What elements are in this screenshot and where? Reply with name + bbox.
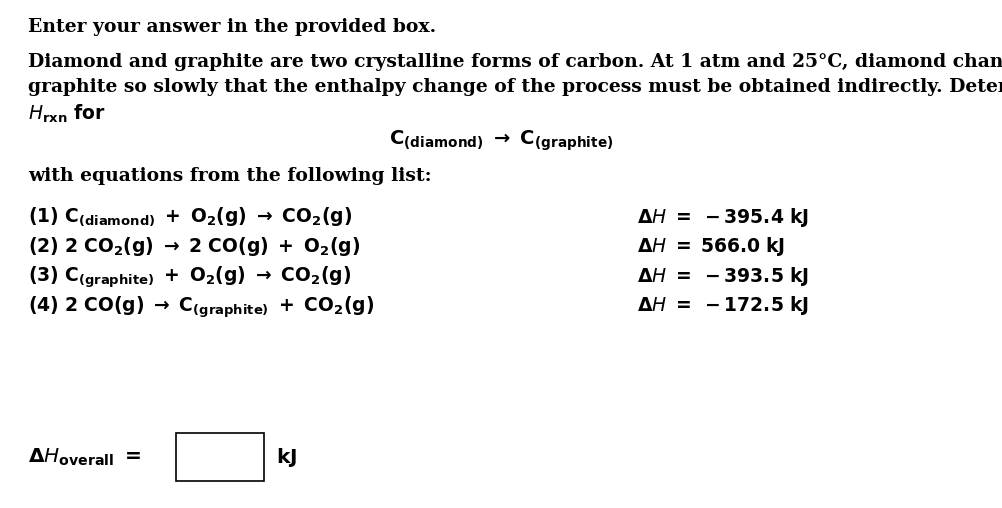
Text: $\mathbf{\Delta\mathit{H}_{overall}\ =}$: $\mathbf{\Delta\mathit{H}_{overall}\ =}$ <box>28 447 141 468</box>
Text: $\mathbf{\Delta\mathit{H}\ =\ 566.0\ kJ}$: $\mathbf{\Delta\mathit{H}\ =\ 566.0\ kJ}… <box>636 235 785 258</box>
Text: $\mathbf{(3)\ C_{(graphite)}\ +\ O_2(g)\ \rightarrow\ CO_2(g)}$: $\mathbf{(3)\ C_{(graphite)}\ +\ O_2(g)\… <box>28 265 351 290</box>
Text: $\mathbf{(1)\ C_{(diamond)}\ +\ O_2(g)\ \rightarrow\ CO_2(g)}$: $\mathbf{(1)\ C_{(diamond)}\ +\ O_2(g)\ … <box>28 206 352 228</box>
Text: $\mathbf{\mathit{H}}_{\mathbf{rxn}}\ \mathbf{for}$: $\mathbf{\mathit{H}}_{\mathbf{rxn}}\ \ma… <box>28 103 105 125</box>
Text: $\mathbf{kJ}$: $\mathbf{kJ}$ <box>276 446 297 469</box>
Text: with equations from the following list:: with equations from the following list: <box>28 167 431 184</box>
Text: $\mathbf{\Delta\mathit{H}\ =\ -393.5\ kJ}$: $\mathbf{\Delta\mathit{H}\ =\ -393.5\ kJ… <box>636 265 808 288</box>
Text: $\mathbf{(2)\ 2\ CO_2(g)\ \rightarrow\ 2\ CO(g)\ +\ O_2(g)}$: $\mathbf{(2)\ 2\ CO_2(g)\ \rightarrow\ 2… <box>28 235 360 258</box>
Text: $\mathbf{(4)\ 2\ CO(g)\ \rightarrow\ C_{(graphite)}\ +\ CO_2(g)}$: $\mathbf{(4)\ 2\ CO(g)\ \rightarrow\ C_{… <box>28 294 374 320</box>
Text: $\mathbf{\Delta\mathit{H}\ =\ -395.4\ kJ}$: $\mathbf{\Delta\mathit{H}\ =\ -395.4\ kJ… <box>636 206 808 229</box>
Bar <box>175 433 264 482</box>
Text: $\mathbf{C_{(diamond)}\ \rightarrow\ C_{(graphite)}}$: $\mathbf{C_{(diamond)}\ \rightarrow\ C_{… <box>389 128 613 152</box>
Text: graphite so slowly that the enthalpy change of the process must be obtained indi: graphite so slowly that the enthalpy cha… <box>28 78 1002 96</box>
Text: Enter your answer in the provided box.: Enter your answer in the provided box. <box>28 18 436 36</box>
Text: Diamond and graphite are two crystalline forms of carbon. At 1 atm and 25°C, dia: Diamond and graphite are two crystalline… <box>28 53 1002 71</box>
Text: $\mathbf{\Delta\mathit{H}\ =\ -172.5\ kJ}$: $\mathbf{\Delta\mathit{H}\ =\ -172.5\ kJ… <box>636 294 808 317</box>
